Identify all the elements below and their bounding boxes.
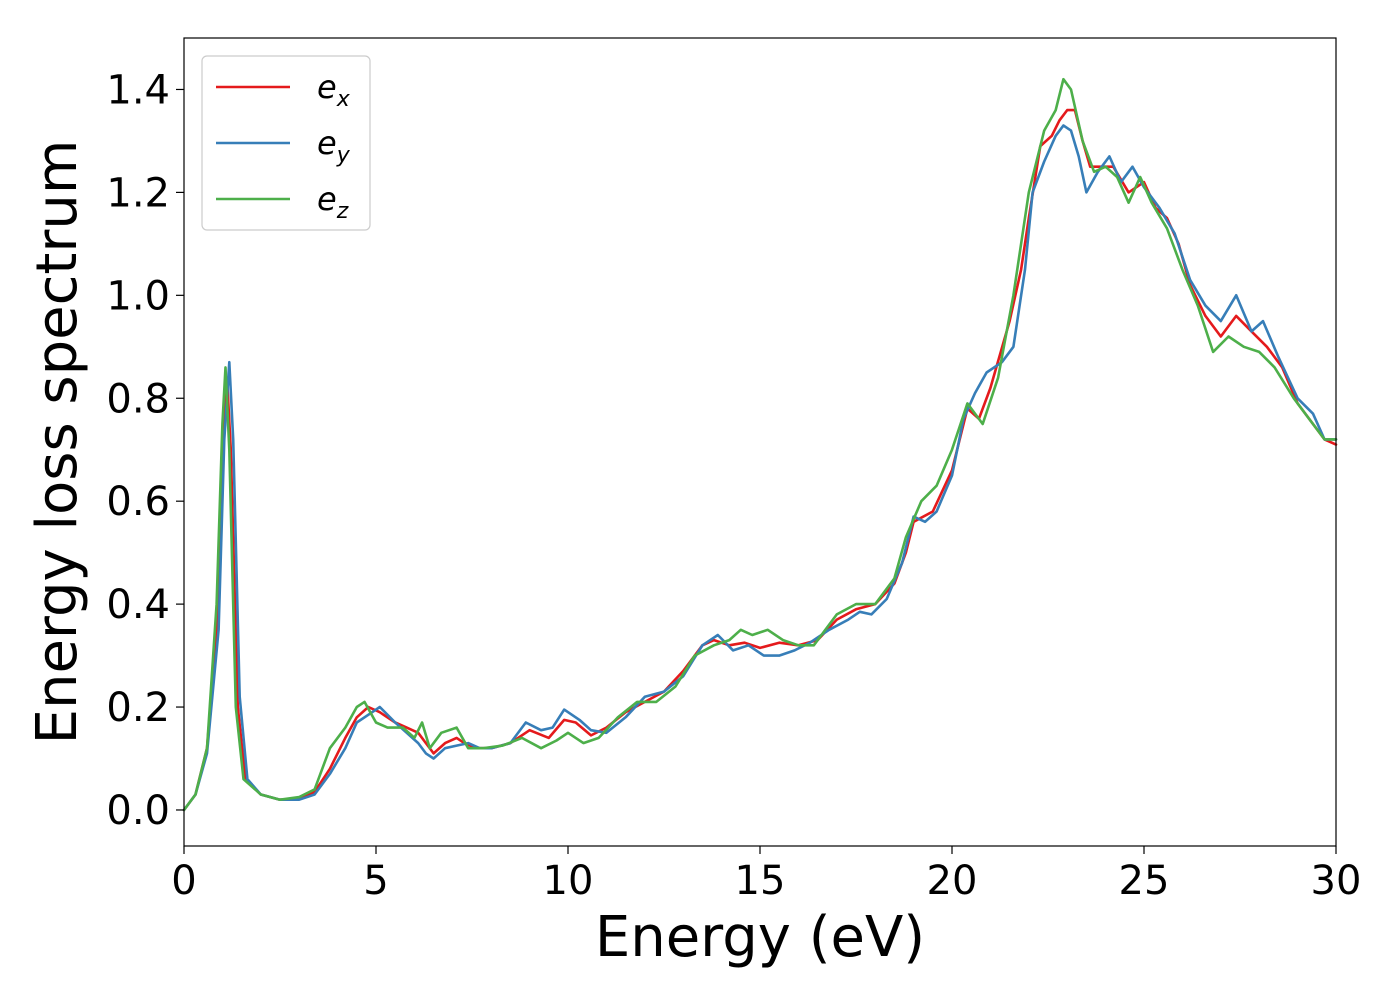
series-line-z [182,77,1338,812]
legend-label-y: ey [317,124,351,168]
legend-label-subscript: x [336,87,351,112]
x-tick-label: 0 [171,858,196,904]
legend-label-base: e [317,180,337,218]
x-tick-label: 10 [543,858,594,904]
y-axis-ticks: 0.0 0.2 0.4 0.6 0.8 1.0 1.2 1.4 [106,67,184,834]
x-tick-label: 15 [735,858,786,904]
y-axis-title: Energy loss spectrum [25,140,90,745]
series-line-y [182,124,1338,812]
y-tick-label: 0.6 [106,479,170,525]
x-axis-title: Energy (eV) [595,905,925,970]
y-tick-label: 0.2 [106,685,170,731]
x-tick-label: 25 [1119,858,1170,904]
legend-label-base: e [317,68,337,106]
x-tick-label: 20 [927,858,978,904]
y-tick-label: 0.0 [106,788,170,834]
x-axis-ticks: 0 5 10 15 20 25 30 [171,846,1361,904]
y-tick-label: 1.2 [106,170,170,216]
y-tick-label: 1.0 [106,273,170,319]
y-tick-label: 0.8 [106,376,170,422]
legend-label-z: ez [317,180,349,224]
x-tick-label: 5 [363,858,388,904]
legend-label-base: e [317,124,337,162]
legend-label-x: ex [317,68,351,112]
x-tick-label: 30 [1311,858,1362,904]
legend-label-subscript: y [336,143,351,168]
legend-label-subscript: z [336,199,349,224]
series-layer [182,77,1338,812]
y-tick-label: 1.4 [106,67,170,113]
y-tick-label: 0.4 [106,582,170,628]
